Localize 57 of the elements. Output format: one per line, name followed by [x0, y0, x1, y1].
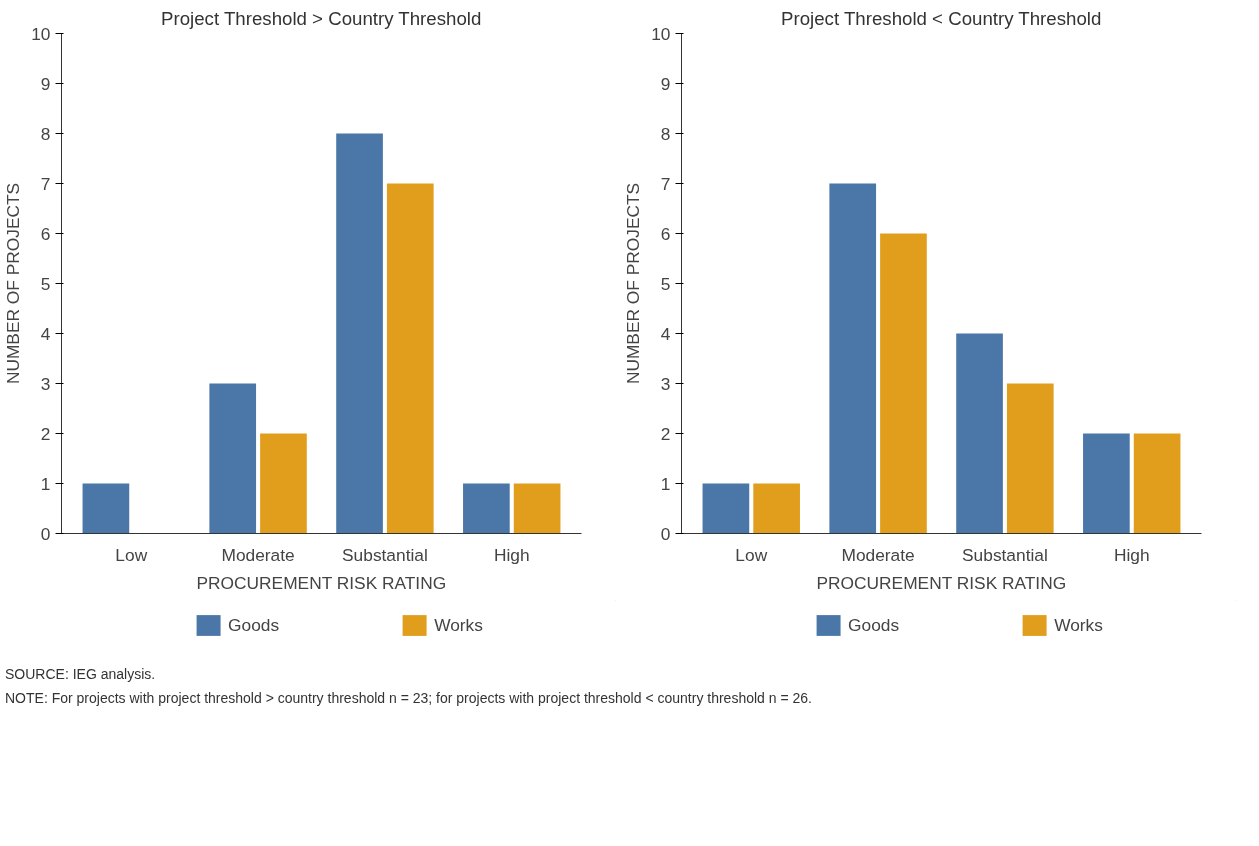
bar — [82, 483, 130, 534]
bar — [260, 433, 307, 534]
y-tick-label: 8 — [40, 123, 51, 144]
x-tick-label: Substantial — [962, 544, 1048, 565]
bar — [513, 483, 561, 534]
legend-label: Works — [434, 613, 483, 637]
legend-label: Goods — [228, 613, 280, 637]
y-tick-label: 8 — [660, 123, 671, 144]
x-tick-label: High — [493, 544, 530, 565]
x-tick-label: Moderate — [221, 544, 295, 565]
y-tick-label: 4 — [40, 323, 51, 344]
x-tick-label: Substantial — [342, 544, 428, 565]
y-tick-label: 7 — [40, 173, 51, 194]
x-tick-label: High — [1113, 544, 1150, 565]
y-tick-label: 3 — [660, 373, 671, 394]
y-tick-label: 3 — [40, 373, 51, 394]
legend-label: Goods — [848, 613, 900, 637]
y-tick-label: 2 — [40, 423, 51, 444]
source-note: SOURCE: IEG analysis. — [5, 665, 157, 684]
bar — [386, 183, 434, 534]
y-tick-label: 0 — [660, 523, 671, 544]
bar — [463, 483, 510, 534]
y-tick-label: 1 — [40, 473, 51, 494]
y-tick-label: 0 — [40, 523, 51, 544]
chart-title: Project Threshold < Country Threshold — [781, 7, 1102, 29]
y-tick-label: 4 — [660, 323, 671, 344]
x-axis-title: PROCUREMENT RISK RATING — [196, 572, 447, 593]
y-tick-label: 2 — [660, 423, 671, 444]
bar — [336, 133, 383, 534]
bar — [1133, 433, 1181, 534]
text: NOTE: For projects with project threshold > country threshold n = 23; for projects with project threshold < country threshold n = 26. — [5, 689, 812, 708]
x-tick-label: Low — [115, 544, 148, 565]
y-tick-label: 6 — [660, 223, 671, 244]
x-tick-label: Moderate — [841, 544, 915, 565]
legend-label: Works — [1054, 613, 1103, 637]
y-tick-label: 9 — [660, 73, 671, 94]
x-axis-title: PROCUREMENT RISK RATING — [816, 572, 1067, 593]
bar — [209, 383, 257, 534]
y-tick-label: 1 — [660, 473, 671, 494]
y-axis-title: NUMBER OF PROJECTS — [623, 182, 644, 385]
y-axis-title: NUMBER OF PROJECTS — [3, 182, 24, 385]
x-tick-label: Low — [735, 544, 768, 565]
bar — [829, 183, 877, 534]
y-tick-label: 10 — [651, 23, 671, 44]
y-tick-label: 5 — [660, 273, 671, 294]
bar — [753, 483, 800, 534]
bar — [702, 483, 750, 534]
bar — [1083, 433, 1130, 534]
y-tick-label: 6 — [40, 223, 51, 244]
y-tick-label: 5 — [40, 273, 51, 294]
bar — [956, 333, 1003, 534]
y-tick-label: 7 — [660, 173, 671, 194]
bar — [880, 233, 927, 534]
y-tick-label: 9 — [40, 73, 51, 94]
y-tick-label: 10 — [31, 23, 51, 44]
bar — [1006, 383, 1054, 534]
chart-title: Project Threshold > Country Threshold — [161, 7, 482, 29]
